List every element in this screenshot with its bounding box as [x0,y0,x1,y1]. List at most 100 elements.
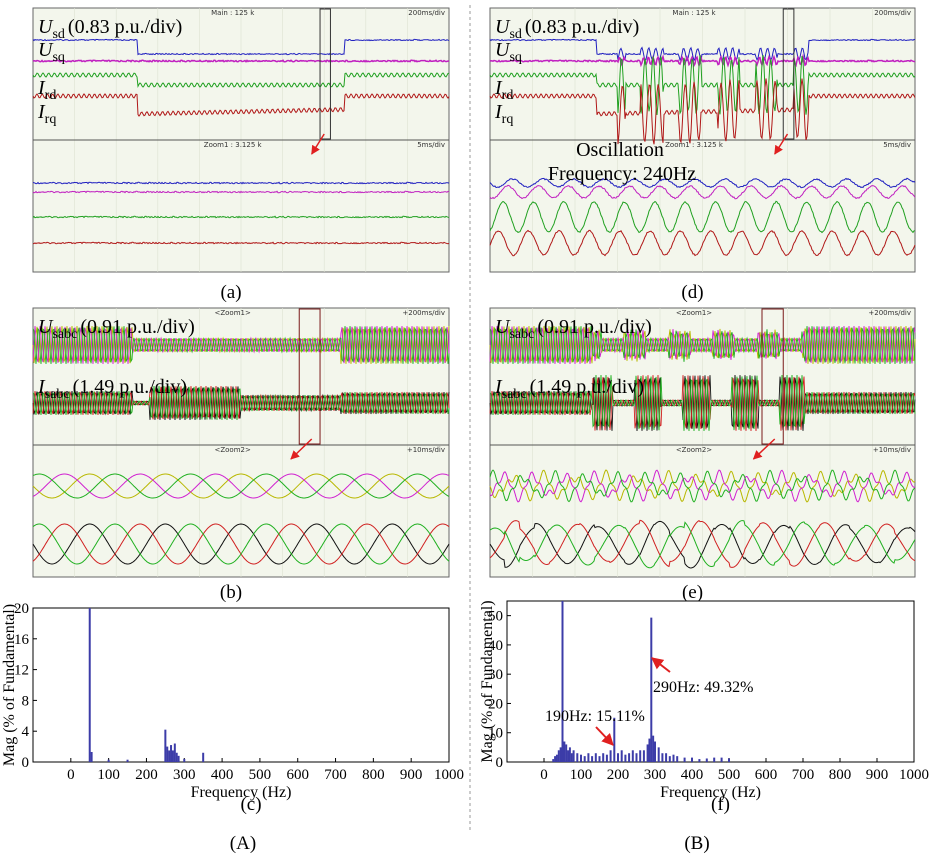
scope-header: <Zoom2> [676,446,712,454]
bar [639,750,641,762]
bar [650,618,652,762]
scope-header: <Zoom2> [214,446,250,454]
annotation: Frequency: 240Hz [548,163,696,185]
figure: Main : 125 k 200ms/div Zoom1 : 3.125 k 5ms/… [0,0,931,855]
x-tick-label: 900 [400,767,423,783]
signal-scale: (0.83 p.u./div) [68,16,182,38]
bar [652,736,654,762]
bar [617,753,619,762]
chart-caption: (c) [240,794,261,815]
signal-subscript: rq [45,112,57,127]
x-tick-label: 300 [173,767,196,783]
scope-header: 200ms/div [874,9,911,17]
bar [691,758,693,762]
x-tick-label: 1000 [899,767,929,783]
x-tick-label: 400 [211,767,234,783]
x-tick-label: 0 [540,767,548,783]
x-tick-label: 100 [97,767,120,783]
bar [661,753,663,762]
x-tick-label: 200 [135,767,158,783]
bar [595,753,597,762]
bar [556,755,558,762]
x-tick-label: 600 [755,767,778,783]
scope-header: +10ms/div [873,446,911,454]
bar [584,756,586,762]
x-tick-label: 600 [286,767,309,783]
scope-header: Main : 125 k [211,9,255,17]
y-tick-label: 0 [496,755,504,771]
bar [166,747,168,762]
bar [164,730,166,762]
scope-header: 200ms/div [408,9,445,17]
bar [728,758,730,762]
bar [571,753,573,762]
bar [706,758,708,762]
bar [176,753,178,762]
bar [127,760,129,762]
signal-subscript: sabc [52,327,77,342]
bar [628,753,630,762]
signal-subscript: sabc [45,387,70,402]
bar [552,759,554,762]
bar [558,750,560,762]
bar [669,756,671,762]
signal-scale: (0.91 p.u./div) [80,316,194,338]
bar [587,753,589,762]
panel-caption: (a) [220,282,241,303]
annotation: 290Hz: 49.32% [653,679,753,696]
signal-subscript: rd [45,88,57,103]
scope-header: Zoom1 : 3.125 k [665,141,724,149]
signal-subscript: sd [52,27,64,42]
bar [621,750,623,762]
x-tick-label: 1000 [434,767,464,783]
signal-scale: (1.49 p.u./div) [530,376,644,398]
scope-header: 5ms/div [883,141,911,149]
bar [174,744,176,762]
bar [172,750,174,762]
x-tick-label: 700 [792,767,815,783]
bar [576,753,578,762]
column-label: (B) [684,833,709,854]
bar [91,752,93,762]
scope-header: +10ms/div [407,446,445,454]
signal-subscript: sq [52,50,64,65]
scope-header: +200ms/div [868,309,911,317]
x-tick-label: 800 [829,767,852,783]
annotation: 190Hz: 15.11% [545,708,645,725]
bar [654,742,656,762]
signal-subscript: sd [509,27,521,42]
bar [673,755,675,762]
bar [599,756,601,762]
bar [684,758,686,762]
y-axis-label: Mag (% of Fundamental) [479,600,496,762]
x-tick-label: 300 [644,767,667,783]
scope-header: <Zoom1> [676,309,712,317]
plot-frame [33,608,449,762]
chart-caption: (f) [711,794,730,815]
bar [643,750,645,762]
bar [168,750,170,762]
bar [591,756,593,762]
y-axis-label: Mag (% of Fundamental) [1,604,18,766]
bar [563,742,565,762]
x-tick-label: 400 [681,767,704,783]
signal-scale: (1.49 p.u./div) [73,376,187,398]
panel-caption: (d) [681,282,703,303]
bar [560,747,562,762]
bar [658,747,660,762]
y-tick-label: 0 [22,755,30,771]
bar [573,750,575,762]
bar [202,753,204,762]
x-tick-label: 200 [607,767,630,783]
column-label: (A) [230,833,256,854]
y-tick-label: 8 [22,693,30,709]
bar [713,758,715,762]
bar [606,755,608,762]
bar [636,753,638,762]
bar [567,750,569,762]
x-tick-label: 800 [362,767,385,783]
x-tick-label: 100 [570,767,593,783]
signal-subscript: sabc [502,387,527,402]
x-tick-label: 700 [324,767,347,783]
bar [721,758,723,762]
